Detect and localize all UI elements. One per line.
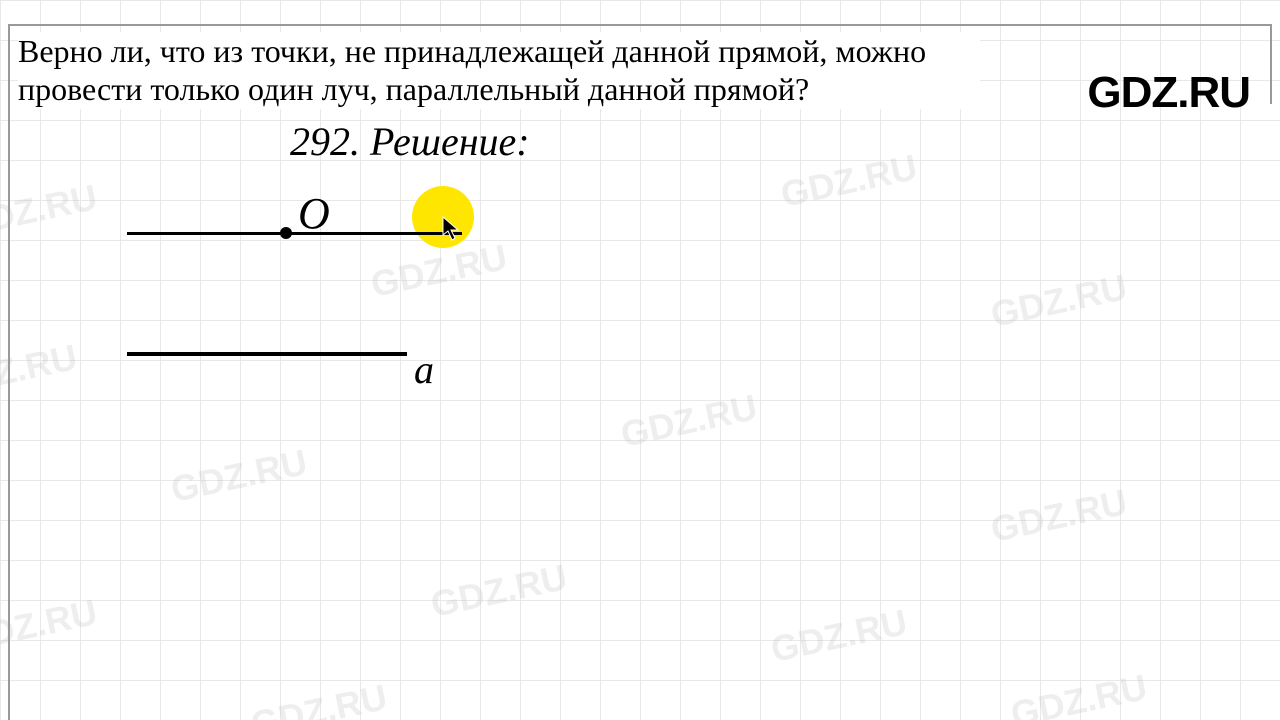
page-border-right xyxy=(1270,24,1272,104)
point-O-dot xyxy=(280,227,292,239)
lower-line-a xyxy=(127,352,407,356)
page-border-left xyxy=(8,24,10,720)
upper-line-through-O xyxy=(127,232,462,235)
question-text: Верно ли, что из точки, не принадлежащей… xyxy=(18,32,980,109)
site-logo: GDZ.RU xyxy=(1087,68,1250,118)
solution-title: 292. Решение: xyxy=(290,118,530,165)
page-border-top xyxy=(8,24,1272,26)
line-a-label: a xyxy=(414,346,434,393)
point-O-label: O xyxy=(298,188,330,239)
highlight-circle xyxy=(412,186,474,248)
